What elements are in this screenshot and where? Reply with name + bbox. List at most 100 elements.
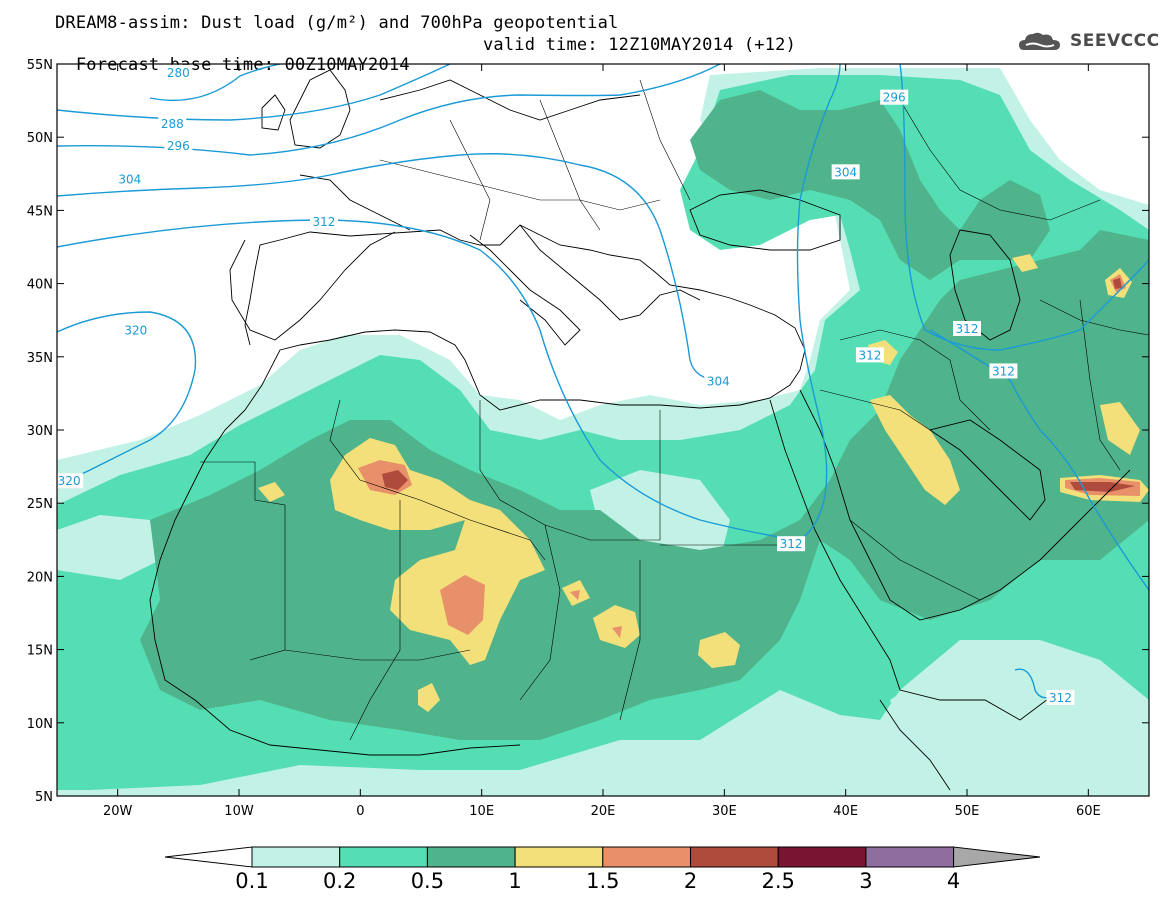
borders	[200, 79, 1149, 741]
border-sahara-7	[349, 500, 401, 741]
contour-label: 312	[858, 348, 881, 362]
contour-296	[57, 64, 721, 156]
lon-tick-label: 0	[356, 804, 364, 819]
lon-tick-label: 30E	[712, 804, 737, 819]
border-sahara-6	[619, 560, 641, 721]
border-sahara-8	[284, 649, 471, 661]
dust-field	[57, 68, 1149, 796]
border-europe-2	[449, 119, 491, 241]
lon-tick-label: 40E	[833, 804, 858, 819]
border-asia-2	[1039, 299, 1149, 336]
contour-312-arabia	[929, 329, 1149, 591]
contour-label: 312	[956, 322, 979, 336]
dust-region-1.5-niger	[570, 590, 580, 600]
colorbar-swatch	[514, 846, 604, 868]
colorbar-label: 3	[859, 869, 872, 893]
contour-label: 320	[58, 474, 81, 488]
seevccc-logo: SEEVCCC	[1018, 28, 1159, 56]
dust-region-1-w	[258, 482, 285, 502]
border-mideast-3	[849, 519, 981, 601]
contour-label: 296	[883, 91, 906, 105]
contour-label: 296	[167, 139, 190, 153]
contour-label: 312	[992, 364, 1015, 378]
coast-france	[299, 174, 411, 231]
contour-312-somalia	[1014, 668, 1051, 699]
dust-region-1-sudan	[698, 632, 740, 668]
lon-tick-label: 60E	[1076, 804, 1101, 819]
dust-gap-gulf-aden	[890, 640, 1130, 740]
border-europe-4	[639, 79, 691, 201]
dust-gap-sahel	[57, 515, 160, 580]
lon-tick-label: 50E	[955, 804, 980, 819]
contour-304	[57, 153, 721, 381]
coast-uk	[289, 69, 351, 149]
coast-italy	[469, 234, 581, 346]
coast-caspian	[949, 229, 1021, 341]
contour-label-bg	[121, 322, 150, 338]
border-asia-3	[1079, 299, 1121, 471]
coast-gulf	[928, 419, 1046, 521]
lat-tick-label: 5N	[35, 790, 53, 805]
contour-label: 304	[707, 375, 730, 389]
contour-280	[149, 64, 281, 102]
coast-west-africa	[149, 409, 521, 756]
lat-tick-label: 15N	[27, 644, 53, 659]
lat-tick-label: 10N	[27, 717, 53, 732]
colorbar: 0.1 0.2 0.5 1 1.5 2 2.5 3 4	[164, 846, 1041, 893]
border-europe-3	[539, 99, 601, 231]
contour-label: 280	[167, 66, 190, 80]
contour-label: 312	[780, 537, 803, 551]
dust-region-2-turkmen	[1113, 278, 1122, 289]
colorbar-swatch	[251, 846, 341, 868]
colorbar-label: 2	[684, 869, 697, 893]
border-mideast-2	[839, 329, 991, 431]
dust-region-0.5-north	[690, 90, 1050, 280]
dust-region-2-algeria	[382, 470, 408, 490]
cloud-icon	[1019, 32, 1060, 50]
dust-region-1-iraq	[870, 395, 960, 505]
dust-region-1-central	[330, 438, 545, 665]
border-sahara-2	[329, 399, 546, 561]
colorbar-over-triangle	[953, 846, 1041, 868]
contour-label-bg	[855, 347, 884, 363]
dust-region-1-afg	[1100, 402, 1140, 455]
dust-region-0.5	[140, 230, 1149, 740]
lat-tick-label: 30N	[27, 424, 53, 439]
colorbar-label: 0.1	[235, 869, 268, 893]
contour-label-bg	[704, 373, 733, 389]
contour-312	[57, 64, 841, 541]
colorbar-under-triangle	[164, 846, 253, 868]
border-mideast-1	[819, 389, 931, 431]
coastlines	[149, 69, 1131, 791]
contour-312-east	[899, 64, 1149, 351]
contour-label-bg	[164, 137, 193, 153]
contour-label: 312	[1049, 691, 1072, 705]
contour-label-bg	[831, 164, 860, 180]
contour-label-bg	[1046, 689, 1075, 705]
border-asia-1	[899, 99, 1101, 221]
colorbar-label: 4	[947, 869, 960, 893]
contour-label-bg	[164, 64, 193, 80]
contour-label: 304	[118, 173, 141, 187]
geopotential-contours	[57, 64, 1149, 699]
dust-region-2-iran	[1070, 482, 1135, 492]
colorbar-swatch	[602, 846, 691, 868]
dust-region-1-caspian	[1012, 254, 1038, 272]
contour-label-bg	[309, 214, 338, 230]
coast-ireland	[261, 94, 286, 131]
colorbar-swatch	[339, 846, 428, 868]
dust-region-1-nigeria	[418, 683, 440, 712]
valid-time: valid time: 12Z10MAY2014 (+12)	[483, 35, 797, 55]
coast-balkans	[519, 224, 701, 321]
contour-label-bg	[115, 171, 144, 187]
coast-north-sea	[379, 79, 641, 121]
contour-label: 312	[312, 215, 335, 229]
dust-region-1.5-central	[440, 575, 485, 635]
contour-288	[57, 64, 451, 121]
colorbar-swatch	[865, 846, 955, 868]
coast-horn	[879, 699, 951, 791]
contour-label-bg	[777, 536, 806, 552]
colorbar-label: 0.5	[411, 869, 444, 893]
lat-tick-label: 35N	[27, 351, 53, 366]
